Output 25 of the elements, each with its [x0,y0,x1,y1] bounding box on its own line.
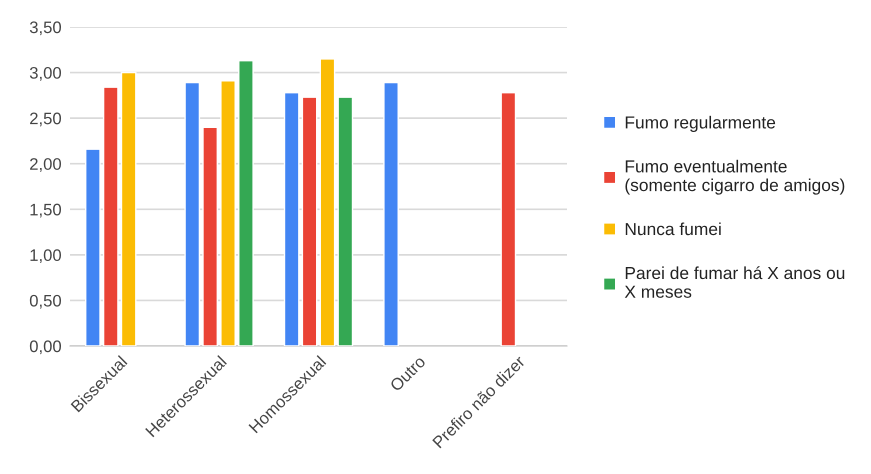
legend-label: Fumo regularmente [626,116,776,132]
y-tick-label: 0,00 [30,340,62,354]
legend-label: Parei de fumar há X anos ou X meses [624,266,844,298]
bar [238,60,254,346]
bar [320,58,336,346]
y-tick-label: 3,00 [30,66,62,81]
y-tick-label: 0,50 [30,294,62,309]
bar [500,92,516,346]
bar [284,92,300,346]
legend-label: Nunca fumei [626,222,721,236]
bar [220,80,236,346]
bar [383,82,399,346]
legend-label: Fumo eventualmente (somente cigarro de amigos) [625,160,844,195]
y-tick-label: 1,50 [30,204,62,218]
y-tick-label: 2,00 [30,158,62,172]
bar [337,96,354,346]
bar [302,96,318,346]
bar [184,82,200,346]
bar [120,72,136,346]
y-tick-label: 3,50 [30,21,62,36]
y-tick-label: 2,50 [30,112,62,126]
y-tick-label: 1,00 [30,249,62,264]
bar [85,148,101,346]
bar [202,126,218,346]
bar [102,86,119,346]
